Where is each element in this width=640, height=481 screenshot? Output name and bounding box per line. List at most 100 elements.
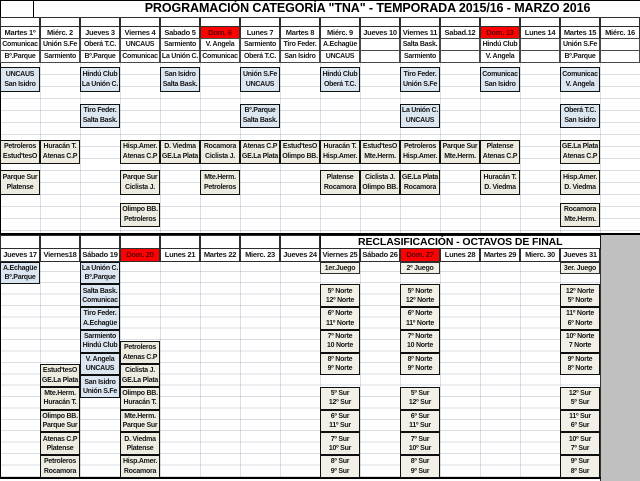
match-team-cell: Sarmiento: [240, 38, 280, 51]
team-name: D. Viedma: [484, 183, 516, 191]
team-name: Hindú Club: [82, 70, 118, 78]
team-name: 9º Norte: [567, 355, 593, 363]
game-box: 9º Norte 8º Norte: [560, 352, 600, 376]
team-name: Rocamora: [123, 467, 157, 475]
match-team-cell: Hindú Club: [480, 38, 520, 51]
sheet-bottom-border: [0, 477, 601, 479]
game-box: D. Viedma GE.La Plata: [160, 139, 200, 164]
team-name: Tiro Feder.: [403, 70, 437, 78]
game-box: 8º Norte 9º Norte: [320, 352, 360, 376]
team-name: D. Viedma: [164, 143, 196, 151]
date-header-cell: Viernes18: [40, 248, 80, 262]
game-box: Petroleros Estud'tesO: [0, 139, 40, 164]
game-box: Olimpo BB. Petroleros: [120, 202, 160, 227]
match-team-cell: Comunicac: [0, 38, 40, 51]
team-name: Petroleros: [3, 143, 37, 151]
match-team-cell: [440, 38, 480, 51]
team-name: Tiro Feder.: [83, 310, 117, 318]
match-team-cell: Comunicac: [200, 50, 240, 63]
team-name: 9º Sur: [570, 458, 590, 466]
date-header-cell: Martes 22: [200, 248, 240, 262]
team-name: 10 Norte: [406, 342, 433, 350]
match-team-cell: UNCAUS: [320, 50, 360, 63]
match-team-cell: Tiro Feder.: [280, 38, 320, 51]
match-team-cell: Bº.Parque: [80, 50, 120, 63]
date-header-cell: Lunes 21: [160, 248, 200, 262]
match-team-cell: Sarmiento: [40, 50, 80, 63]
game-box: Hisp.Amer. Atenas C.P: [120, 139, 160, 164]
team-name: Atenas C.P: [122, 353, 158, 361]
game-box: La Unión C. UNCAUS: [400, 103, 440, 128]
team-name: D. Viedma: [124, 435, 156, 443]
team-name: UNCAUS: [405, 117, 435, 125]
team-name: 5º Norte: [407, 287, 433, 295]
game-box: Mte.Herm. Huracán T.: [40, 386, 80, 410]
game-box: 10º Sur 7º Sur: [560, 432, 600, 456]
team-name: Unión S.Fe: [82, 387, 118, 395]
match-team-cell: [600, 38, 640, 51]
game-box: Parque Sur Ciclista J.: [120, 170, 160, 195]
game-box: Parque Sur Platense: [0, 170, 40, 195]
match-team-cell: Unión S.Fe: [40, 38, 80, 51]
match-team-cell: V. Angela: [200, 38, 240, 51]
game-box: UNCAUS San Isidro: [0, 67, 40, 92]
game-box: Oberá T.C. San Isidro: [560, 103, 600, 128]
match-team-cell: A.Echagüe: [320, 38, 360, 51]
team-name: 7º Sur: [570, 444, 590, 452]
team-name: 11º Sur: [409, 422, 431, 430]
team-name: 10º Sur: [408, 444, 432, 452]
game-box: Tiro Feder. Unión S.Fe: [400, 67, 440, 92]
grid-cell: [280, 234, 320, 249]
date-header-cell: Mierc. 23: [240, 248, 280, 262]
game-box: Estud'tesO Olimpo BB.: [280, 139, 320, 164]
game-box: 8º Sur 9º Sur: [320, 455, 360, 478]
team-name: 12º Norte: [405, 296, 435, 304]
team-name: San Isidro: [484, 80, 516, 88]
team-name: Platense: [6, 183, 34, 191]
team-name: Petroleros: [123, 344, 157, 352]
date-header-cell: Jueves 3: [80, 26, 120, 39]
team-name: A.Echagüe: [83, 319, 117, 327]
game-box: Rocamora Mte.Herm.: [560, 202, 600, 227]
team-name: Rocamora: [563, 206, 597, 214]
game-box: Unión S.Fe UNCAUS: [240, 67, 280, 92]
game-box: Bº.Parque Salta Bask.: [240, 103, 280, 128]
date-header-cell: Sabad.12: [440, 26, 480, 39]
team-name: 5º Norte: [327, 287, 353, 295]
team-name: Huracán T.: [43, 399, 77, 407]
team-name: UNCAUS: [245, 80, 275, 88]
date-header-cell: Sábado 19: [80, 248, 120, 262]
grid-cell: [0, 234, 40, 249]
date-header-cell: Sabado 5: [160, 26, 200, 39]
game-box: Parque Sur Mte.Herm.: [440, 139, 480, 164]
grid-cell: [80, 234, 120, 249]
game-box: V. Angela UNCAUS: [80, 352, 120, 376]
game-box: Estud'tesO GE.La Plata: [40, 364, 80, 387]
game-box: Tiro Feder. Salta Bask.: [80, 103, 120, 128]
team-name: 7º Sur: [330, 435, 350, 443]
team-name: GE.La Plata: [121, 376, 159, 384]
match-team-cell: [440, 50, 480, 63]
date-header-cell: Jueves 10: [360, 26, 400, 39]
team-name: Platense: [326, 173, 354, 181]
team-name: 6º Sur: [570, 422, 590, 430]
team-name: Olimpo BB.: [282, 153, 318, 161]
match-team-cell: La Unión C.: [160, 50, 200, 63]
team-name: 9º Norte: [327, 365, 353, 373]
team-name: Bº.Parque: [4, 274, 36, 281]
match-team-cell: Oberá T.C.: [80, 38, 120, 51]
game-box: 6º Sur 11º Sur: [320, 409, 360, 433]
team-name: Hindú Club: [322, 70, 358, 78]
team-name: 8º Norte: [327, 355, 353, 363]
match-team-cell: Oberá T.C.: [240, 50, 280, 63]
team-name: La Unión C.: [401, 107, 439, 115]
team-name: 5º Sur: [330, 390, 350, 398]
team-name: Mte.Herm.: [204, 173, 236, 181]
match-team-cell: Bº.Parque: [560, 50, 600, 63]
game-box: Salta Bask. Comunicac: [80, 284, 120, 308]
team-name: Huracán T.: [123, 399, 157, 407]
game-box: Ciclista J. GE.La Plata: [120, 364, 160, 387]
team-name: Comunicac: [82, 296, 118, 304]
team-name: Oberá T.C.: [323, 80, 357, 88]
date-header-cell: Dom. 27: [400, 248, 440, 262]
